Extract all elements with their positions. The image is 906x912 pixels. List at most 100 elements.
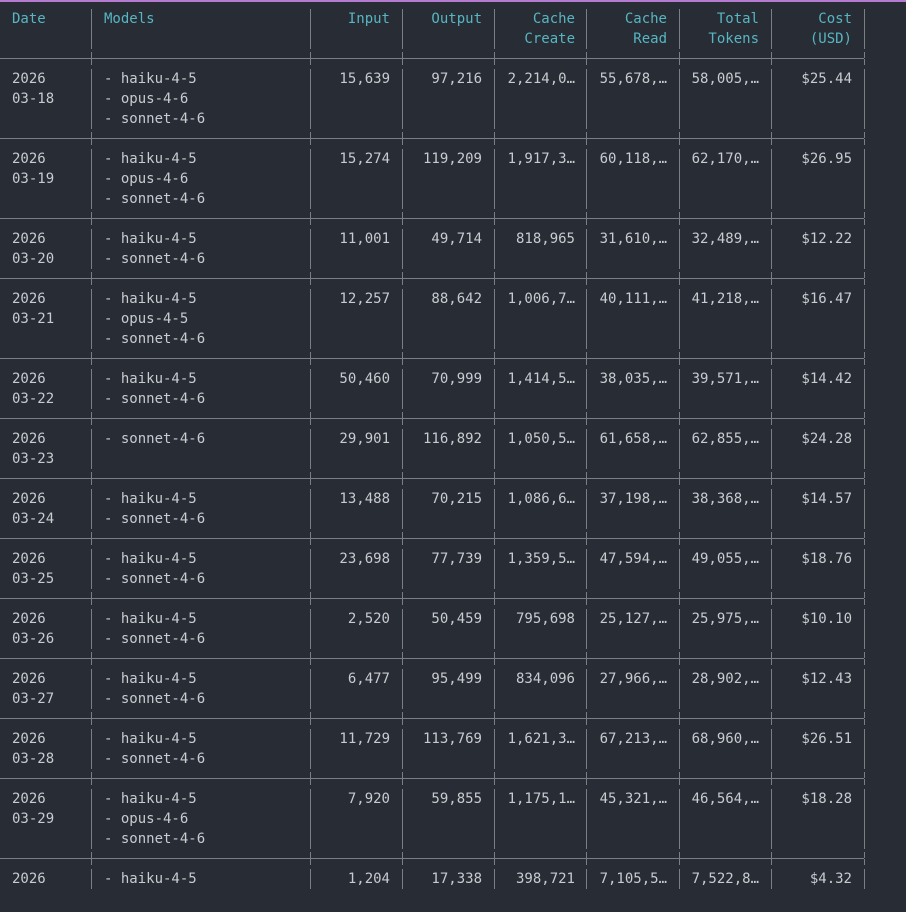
- column-divider: [864, 169, 865, 189]
- column-divider: [864, 629, 865, 649]
- column-divider: [679, 629, 680, 649]
- separator-junction: [494, 419, 495, 425]
- table-row: 03-27 - sonnet-4-6: [0, 689, 906, 709]
- column-divider: [402, 189, 403, 209]
- separator-junction: [864, 412, 865, 418]
- column-divider: [679, 549, 680, 569]
- column-divider: [864, 509, 865, 529]
- separator-junction: [586, 479, 587, 485]
- column-divider: [771, 829, 772, 849]
- separator-junction: [402, 139, 403, 145]
- separator-junction: [679, 532, 680, 538]
- cell-cost: $26.95: [801, 151, 852, 167]
- separator-junction: [91, 279, 92, 285]
- cell-model: - opus-4-6: [104, 91, 189, 107]
- cell-date: 2026: [12, 551, 46, 567]
- table-row: 2026 - haiku-4-5 2,520 50,459 795,698 25,127,…: [0, 609, 906, 629]
- row-separator: [0, 418, 864, 419]
- separator-junction: [586, 412, 587, 418]
- cell-cache-read: 38,035,…: [599, 371, 667, 387]
- column-divider: [310, 69, 311, 89]
- cell-input-tokens: 11,001: [339, 231, 390, 247]
- column-divider: [402, 789, 403, 809]
- separator-junction: [494, 772, 495, 778]
- table-row: 2026 - haiku-4-5 12,257 88,642 1,006,7… 40,11…: [0, 289, 906, 309]
- cell-cache-read: 7,105,5…: [599, 871, 667, 887]
- column-divider: [494, 69, 495, 89]
- separator-junction: [91, 479, 92, 485]
- cell-date: 03-29: [12, 811, 55, 827]
- column-divider: [402, 509, 403, 529]
- separator-junction: [864, 599, 865, 605]
- column-divider: [91, 829, 92, 849]
- cell-cache-create: 1,621,3…: [507, 731, 575, 747]
- separator-junction: [771, 532, 772, 538]
- cell-model: - sonnet-4-6: [104, 751, 206, 767]
- separator-junction: [586, 652, 587, 658]
- cell-model: - haiku-4-5: [104, 371, 197, 387]
- column-divider: [402, 629, 403, 649]
- column-divider: [402, 809, 403, 829]
- table-header-row: Create Read Tokens (USD): [0, 29, 906, 49]
- cell-cache-create: 1,050,5…: [507, 431, 575, 447]
- separator-junction: [91, 852, 92, 858]
- column-divider: [586, 809, 587, 829]
- column-divider: [771, 289, 772, 309]
- column-divider: [310, 289, 311, 309]
- separator-junction: [494, 212, 495, 218]
- column-divider: [771, 149, 772, 169]
- separator-junction: [864, 419, 865, 425]
- column-divider: [679, 449, 680, 469]
- separator-junction: [310, 132, 311, 138]
- column-divider: [91, 609, 92, 629]
- column-divider: [310, 169, 311, 189]
- column-divider: [310, 729, 311, 749]
- column-divider: [586, 429, 587, 449]
- column-divider: [310, 249, 311, 269]
- separator-junction: [679, 212, 680, 218]
- cell-output-tokens: 97,216: [431, 71, 482, 87]
- separator-junction: [310, 719, 311, 725]
- column-divider: [494, 9, 495, 29]
- separator-junction: [91, 719, 92, 725]
- separator-junction: [586, 352, 587, 358]
- separator-junction: [310, 859, 311, 865]
- separator-junction: [586, 539, 587, 545]
- column-divider: [679, 289, 680, 309]
- column-divider: [494, 789, 495, 809]
- column-divider: [402, 569, 403, 589]
- separator-junction: [679, 52, 680, 58]
- cell-date: 03-23: [12, 451, 55, 467]
- column-header-cache_create: Cache: [532, 11, 575, 27]
- separator-junction: [586, 599, 587, 605]
- column-divider: [91, 309, 92, 329]
- column-divider: [402, 229, 403, 249]
- separator-junction: [402, 279, 403, 285]
- column-divider: [864, 369, 865, 389]
- table-row: 2026 - haiku-4-5 13,488 70,215 1,086,6… 37,19…: [0, 489, 906, 509]
- column-divider: [586, 549, 587, 569]
- column-divider: [402, 149, 403, 169]
- cell-date: 2026: [12, 671, 46, 687]
- column-divider: [771, 809, 772, 829]
- cell-date: 2026: [12, 71, 46, 87]
- cell-model: [104, 449, 304, 469]
- cell-input-tokens: 15,274: [339, 151, 390, 167]
- separator-junction: [771, 472, 772, 478]
- column-divider: [586, 689, 587, 709]
- separator-junction: [864, 472, 865, 478]
- column-divider: [310, 569, 311, 589]
- separator-junction: [402, 779, 403, 785]
- column-divider: [310, 809, 311, 829]
- table-header-row: Date Models Input Output Cache Cache Total Cost: [0, 9, 906, 29]
- separator-junction: [402, 532, 403, 538]
- column-divider: [864, 309, 865, 329]
- cell-date: 2026: [12, 791, 46, 807]
- separator-junction: [586, 592, 587, 598]
- cell-cache-create: 1,917,3…: [507, 151, 575, 167]
- column-divider: [494, 109, 495, 129]
- table-row: 03-18 - opus-4-6: [0, 89, 906, 109]
- column-divider: [402, 549, 403, 569]
- cell-cache-read: 37,198,…: [599, 491, 667, 507]
- cell-model: - opus-4-6: [104, 811, 189, 827]
